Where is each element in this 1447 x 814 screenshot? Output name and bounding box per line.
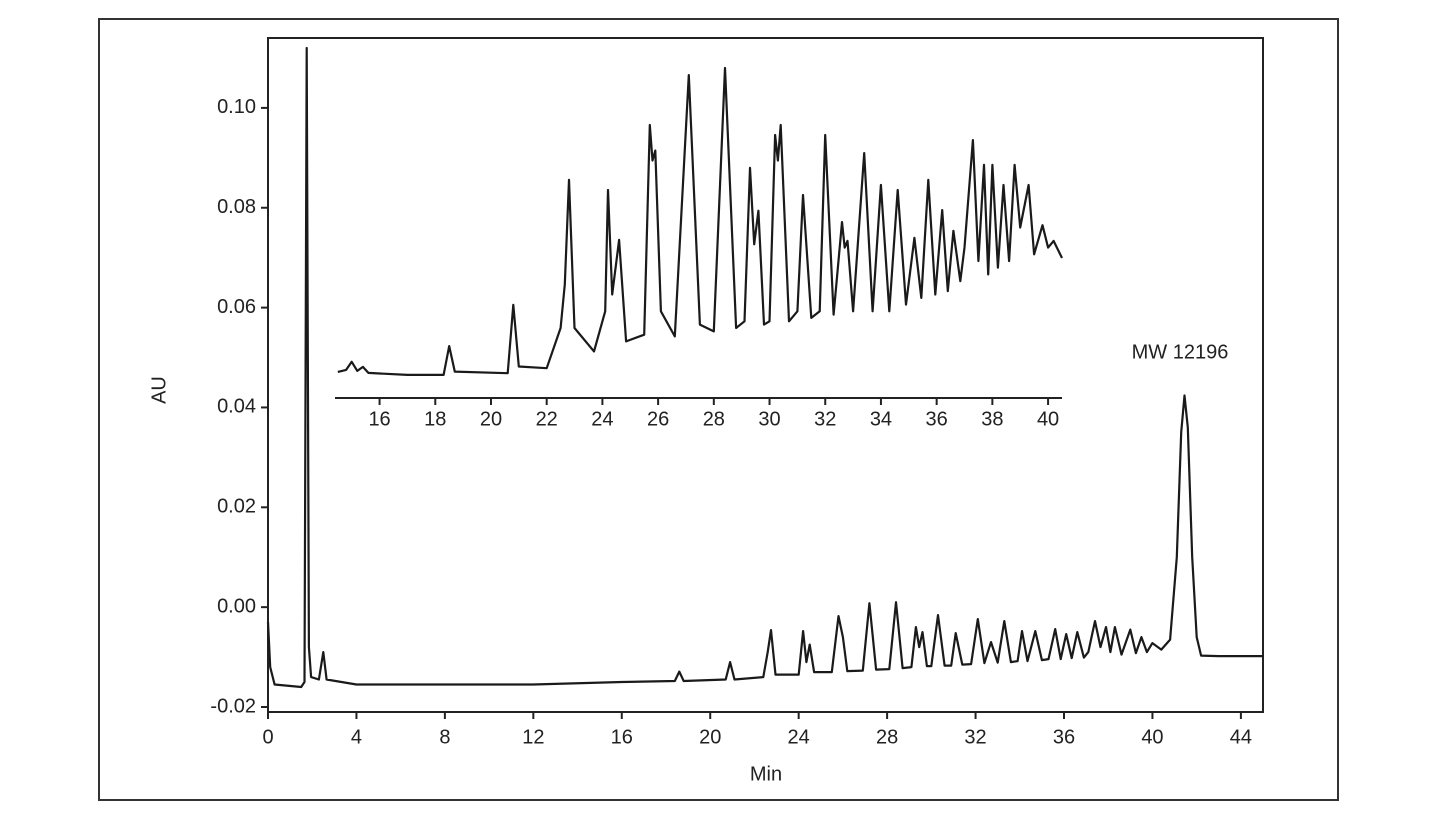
x-tick-label: 32	[814, 408, 836, 430]
x-tick-label: 20	[480, 408, 502, 430]
x-tick-label: 36	[926, 408, 948, 430]
y-axis-label: AU	[148, 376, 170, 404]
x-tick-label: 40	[1141, 726, 1163, 748]
y-tick-label: 0.06	[217, 296, 256, 318]
x-tick-label: 36	[1053, 726, 1075, 748]
x-tick-label: 12	[522, 726, 544, 748]
x-tick-label: 16	[611, 726, 633, 748]
plot-frame	[267, 37, 1264, 713]
x-tick-label: 40	[1037, 408, 1059, 430]
x-tick-label: 16	[368, 408, 390, 430]
x-tick-label: 4	[351, 726, 362, 748]
outer-frame	[98, 18, 1339, 801]
x-tick-label: 44	[1230, 726, 1252, 748]
annotation: MW 12196	[1132, 341, 1229, 363]
x-tick-label: 28	[876, 726, 898, 748]
y-tick-label: 0.10	[217, 96, 256, 118]
x-tick-label: 20	[699, 726, 721, 748]
x-tick-label: 24	[591, 408, 613, 430]
data-line	[266, 46, 1263, 689]
y-tick-label: 0.00	[217, 595, 256, 617]
y-tick-label: 0.02	[217, 496, 256, 518]
x-tick-label: 34	[870, 408, 892, 430]
x-tick-label: 26	[647, 408, 669, 430]
y-tick-label: 0.08	[217, 196, 256, 218]
x-tick-label: 28	[703, 408, 725, 430]
x-axis-label: Min	[750, 763, 782, 785]
x-tick-label: 8	[439, 726, 450, 748]
x-tick-label: 0	[262, 726, 273, 748]
data-line	[337, 66, 1063, 376]
y-tick-label: -0.02	[210, 695, 256, 717]
x-tick-label: 22	[536, 408, 558, 430]
x-tick-label: 30	[758, 408, 780, 430]
x-tick-label: 38	[981, 408, 1003, 430]
x-tick-label: 24	[788, 726, 810, 748]
x-tick-label: 32	[964, 726, 986, 748]
x-tick-label: 18	[424, 408, 446, 430]
y-tick-label: 0.04	[217, 396, 256, 418]
